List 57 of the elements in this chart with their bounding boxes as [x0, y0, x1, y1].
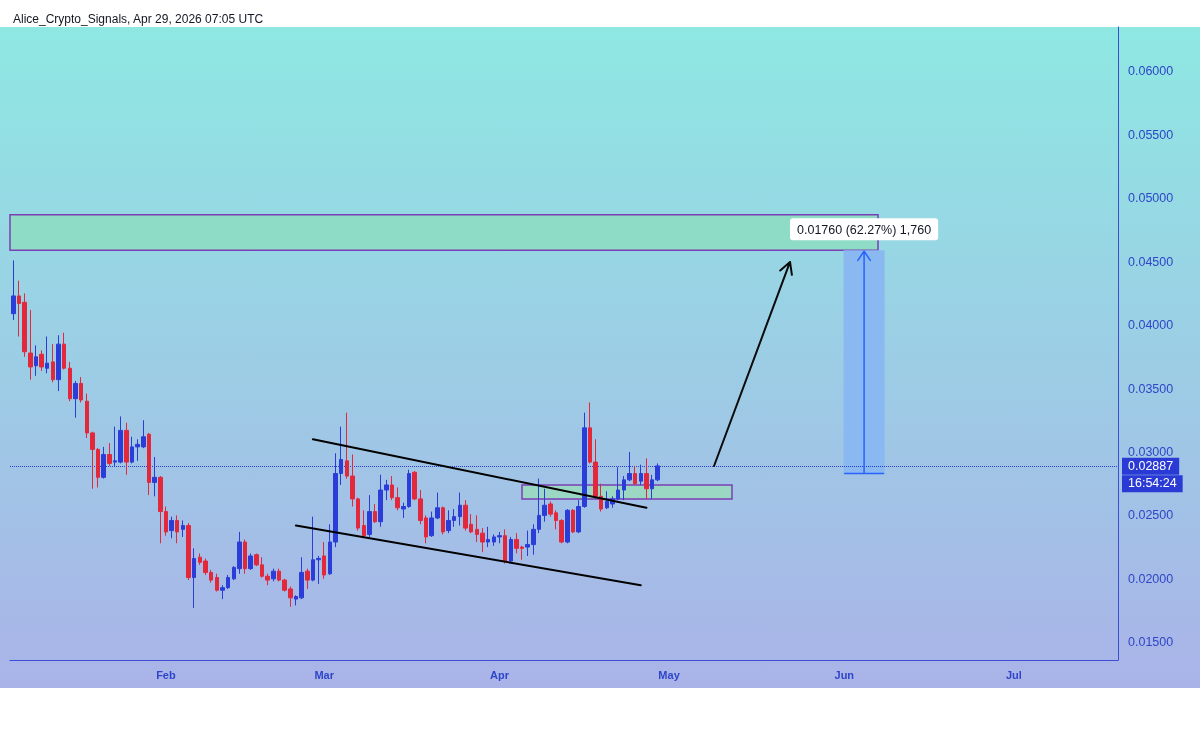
candlestick — [186, 522, 191, 581]
x-tick-label: Feb — [156, 668, 176, 681]
x-tick-label: Jul — [1005, 668, 1022, 681]
candlestick — [486, 526, 490, 548]
x-tick-label: Apr — [489, 668, 510, 681]
y-tick-label: 0.03000 — [1128, 444, 1174, 459]
y-tick-label: 0.05000 — [1128, 191, 1174, 206]
candlestick — [571, 508, 575, 534]
candlestick — [11, 259, 16, 321]
chart-title: Alice_Crypto_Signals, Apr 29, 2026 07:05 UTC — [13, 12, 264, 26]
text: 16:54:24 — [1128, 475, 1177, 490]
x-tick-label: Jun — [834, 668, 855, 681]
x-tick-label: May — [658, 668, 681, 681]
candlestick — [34, 344, 38, 377]
candlestick — [565, 508, 570, 544]
candlestick — [73, 380, 78, 419]
candlestick — [56, 334, 61, 392]
candlestick — [51, 343, 55, 383]
data-label: 0.01760 (62.27%) 1,760 — [797, 222, 932, 237]
y-tick-label: 0.03500 — [1128, 381, 1174, 396]
ref-line-label: 0.02887 — [1128, 459, 1174, 474]
candlestick — [322, 541, 326, 580]
candlestick — [169, 516, 174, 539]
candlestick — [39, 349, 44, 372]
y-tick-label: 0.05500 — [1128, 127, 1174, 142]
candlestick — [373, 503, 377, 524]
candlestick — [271, 568, 276, 582]
candlestick — [243, 538, 247, 575]
candlestick — [509, 536, 513, 565]
candlestick — [107, 442, 112, 467]
x-tick-label: Mar — [314, 668, 335, 681]
candlestick — [503, 528, 507, 565]
y-tick-label: 0.02500 — [1128, 508, 1174, 523]
candlestick — [367, 494, 372, 538]
y-tick-label: 0.06000 — [1128, 64, 1174, 79]
y-tick-label: 0.04000 — [1128, 318, 1174, 333]
candlestick — [362, 509, 366, 539]
candlestick — [215, 573, 219, 592]
y-tick-label: 0.01500 — [1128, 635, 1174, 650]
candlestick — [633, 465, 637, 486]
candlestick — [28, 309, 33, 381]
candlestick — [79, 376, 83, 403]
candlestick — [147, 432, 151, 496]
candlestick — [62, 332, 66, 371]
candlestick — [248, 552, 253, 571]
y-tick-label: 0.02000 — [1128, 571, 1174, 586]
candlestick — [644, 457, 649, 500]
y-tick-label: 0.04500 — [1128, 254, 1174, 269]
candlestick — [305, 568, 310, 590]
candlestick — [68, 361, 72, 402]
candlestick — [441, 506, 445, 535]
candlestick — [45, 336, 49, 374]
candlestick — [181, 519, 185, 538]
candlestick — [192, 547, 196, 609]
candlestick — [175, 514, 179, 544]
candlestick — [458, 492, 462, 527]
candlestick — [124, 422, 129, 476]
